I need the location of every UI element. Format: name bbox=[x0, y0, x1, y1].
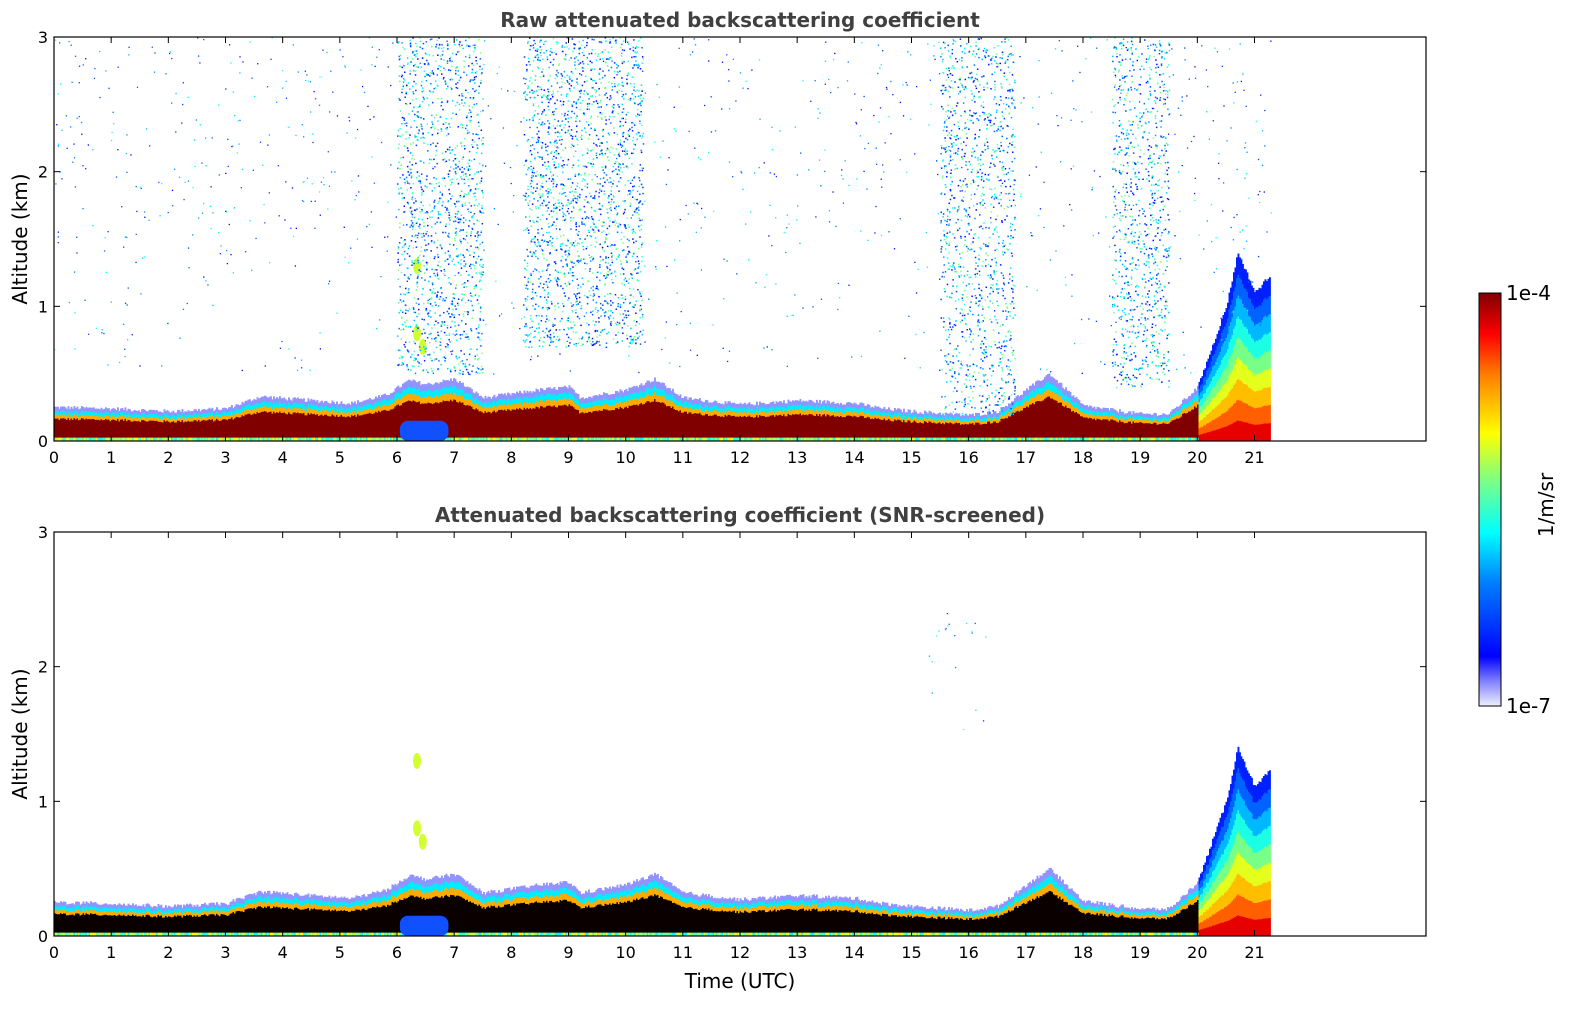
x-axis-label: Time (UTC) bbox=[684, 969, 796, 993]
y-tick-label: 1 bbox=[38, 297, 48, 316]
y-axis: 0 1 2 3 bbox=[38, 28, 1426, 451]
x-tick-label: 10 bbox=[615, 448, 635, 467]
x-tick-label: 20 bbox=[1187, 943, 1207, 962]
x-tick-label: 12 bbox=[730, 448, 750, 467]
heatmap-raster bbox=[54, 37, 1272, 441]
x-tick-label: 6 bbox=[392, 943, 402, 962]
x-tick-label: 21 bbox=[1244, 448, 1264, 467]
y-axis: 0 1 2 3 bbox=[38, 523, 1426, 946]
y-tick-label: 0 bbox=[38, 432, 48, 451]
x-axis: 0 1 2 3 4 5 6 7 8 9 10 11 12 13 14 15 16 17 18 19 20 21 bbox=[49, 532, 1265, 962]
x-tick-label: 8 bbox=[506, 448, 516, 467]
x-tick-label: 3 bbox=[220, 448, 230, 467]
x-tick-label: 5 bbox=[335, 448, 345, 467]
colorbar-max-label: 1e-4 bbox=[1506, 281, 1551, 305]
x-tick-label: 12 bbox=[730, 943, 750, 962]
x-tick-label: 0 bbox=[49, 448, 59, 467]
x-tick-label: 19 bbox=[1130, 943, 1150, 962]
x-tick-label: 17 bbox=[1016, 448, 1036, 467]
x-tick-label: 14 bbox=[844, 448, 864, 467]
x-tick-label: 13 bbox=[787, 943, 807, 962]
y-tick-label: 3 bbox=[38, 28, 48, 47]
y-axis-label: Altitude (km) bbox=[8, 668, 32, 799]
colorbar-min-label: 1e-7 bbox=[1506, 694, 1551, 718]
raw-backscatter-panel: Raw attenuated backscattering coefficien… bbox=[8, 8, 1427, 467]
heatmap-raster bbox=[54, 612, 1271, 936]
x-tick-label: 6 bbox=[392, 448, 402, 467]
x-tick-label: 8 bbox=[506, 943, 516, 962]
x-tick-label: 9 bbox=[563, 943, 573, 962]
x-tick-label: 15 bbox=[901, 448, 921, 467]
plot-area bbox=[54, 532, 1426, 936]
x-tick-label: 1 bbox=[106, 943, 116, 962]
x-tick-label: 2 bbox=[163, 943, 173, 962]
x-tick-label: 11 bbox=[673, 943, 693, 962]
x-axis: 0 1 2 3 4 5 6 7 8 9 10 11 12 13 14 15 16 17 18 19 20 21 bbox=[49, 37, 1265, 467]
y-tick-label: 2 bbox=[38, 163, 48, 182]
x-tick-label: 2 bbox=[163, 448, 173, 467]
x-tick-label: 9 bbox=[563, 448, 573, 467]
x-tick-label: 16 bbox=[958, 448, 978, 467]
colorbar-units-label: 1/m/sr bbox=[1534, 472, 1558, 537]
x-tick-label: 1 bbox=[106, 448, 116, 467]
x-tick-label: 10 bbox=[615, 943, 635, 962]
y-axis-label: Altitude (km) bbox=[8, 173, 32, 304]
x-tick-label: 17 bbox=[1016, 943, 1036, 962]
plot-area bbox=[54, 37, 1426, 441]
x-tick-label: 7 bbox=[449, 943, 459, 962]
colorbar: 1e-4 1e-7 1/m/sr bbox=[1478, 281, 1558, 718]
panel-title: Raw attenuated backscattering coefficien… bbox=[500, 8, 980, 32]
x-tick-label: 21 bbox=[1244, 943, 1264, 962]
x-tick-label: 15 bbox=[901, 943, 921, 962]
x-tick-label: 11 bbox=[673, 448, 693, 467]
x-tick-label: 18 bbox=[1073, 448, 1093, 467]
x-tick-label: 13 bbox=[787, 448, 807, 467]
x-tick-label: 4 bbox=[278, 448, 288, 467]
x-tick-label: 7 bbox=[449, 448, 459, 467]
y-tick-label: 2 bbox=[38, 658, 48, 677]
y-tick-label: 3 bbox=[38, 523, 48, 542]
snr-screened-panel: Attenuated backscattering coefficient (S… bbox=[8, 503, 1427, 993]
colorbar-gradient bbox=[1478, 292, 1502, 707]
x-tick-label: 18 bbox=[1073, 943, 1093, 962]
x-tick-label: 0 bbox=[49, 943, 59, 962]
x-tick-label: 14 bbox=[844, 943, 864, 962]
x-tick-label: 3 bbox=[220, 943, 230, 962]
y-tick-label: 1 bbox=[38, 792, 48, 811]
x-tick-label: 19 bbox=[1130, 448, 1150, 467]
x-tick-label: 5 bbox=[335, 943, 345, 962]
panel-title: Attenuated backscattering coefficient (S… bbox=[435, 503, 1045, 527]
x-tick-label: 4 bbox=[278, 943, 288, 962]
x-tick-label: 20 bbox=[1187, 448, 1207, 467]
y-tick-label: 0 bbox=[38, 927, 48, 946]
x-tick-label: 16 bbox=[958, 943, 978, 962]
